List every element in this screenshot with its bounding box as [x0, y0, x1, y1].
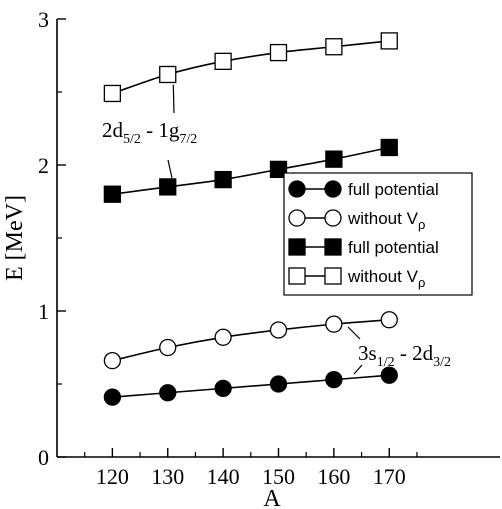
- x-tick-label: 170: [373, 464, 406, 489]
- x-tick-label: 150: [262, 464, 295, 489]
- ticks: [57, 18, 418, 458]
- data-point-series-3: [325, 150, 343, 168]
- data-point-series-3: [269, 160, 288, 179]
- legend-label-1: full potential: [348, 180, 439, 199]
- y-tick-label: 1: [38, 299, 49, 324]
- transition-label-1: 2d5/2 - 1g7/2: [102, 118, 197, 147]
- x-tick-label: 120: [96, 464, 129, 489]
- data-point-series-3: [159, 178, 177, 196]
- legend-marker: [288, 209, 306, 227]
- data-point-series-2: [325, 315, 343, 333]
- y-tick-label: 3: [38, 7, 49, 32]
- x-tick-label: 140: [207, 464, 240, 489]
- x-tick-label: 160: [317, 464, 350, 489]
- series-line-2: [112, 318, 390, 362]
- x-axis-label: A: [263, 486, 281, 509]
- data-point-series-1: [103, 388, 122, 406]
- annotation-pointer: [347, 326, 361, 340]
- annotation-pointer: [172, 84, 175, 114]
- data-point-series-2: [103, 351, 122, 370]
- data-point-series-4: [214, 52, 232, 70]
- data-point-series-2: [159, 338, 177, 357]
- data-point-series-1: [269, 375, 288, 393]
- x-tick-label: 130: [151, 464, 184, 489]
- legend-box: [283, 172, 473, 296]
- series-line-1: [112, 374, 390, 398]
- tick-labels: 120 130 140 150 160 170 0 1 2 3: [38, 7, 406, 489]
- legend-marker: [288, 238, 306, 256]
- annotation-pointer: [353, 364, 363, 375]
- data-point-series-4: [325, 38, 343, 56]
- data-point-series-1: [214, 379, 232, 398]
- data-point-series-4: [159, 65, 177, 84]
- data-point-series-3: [214, 170, 232, 189]
- legend-marker: [288, 267, 306, 285]
- data-point-series-3: [103, 185, 122, 203]
- data-point-series-2: [269, 321, 288, 339]
- legend-marker: [288, 180, 306, 198]
- legend: full potential without Vρ full potential wi…: [283, 172, 473, 296]
- data-point-series-4: [269, 43, 288, 62]
- series-markers: [103, 32, 398, 406]
- legend-marker: [324, 209, 342, 227]
- series-line-4: [112, 40, 390, 95]
- legend-label-3: full potential: [348, 238, 439, 257]
- legend-marker: [324, 180, 342, 198]
- data-point-series-1: [159, 384, 177, 402]
- y-axis-label: E [MeV]: [2, 195, 28, 281]
- data-point-series-4: [380, 32, 398, 50]
- legend-label-2: without Vρ: [347, 209, 425, 232]
- legend-marker: [324, 267, 342, 285]
- annotation-pointer: [167, 159, 173, 179]
- y-tick-label: 2: [38, 153, 49, 178]
- annotations: 2d5/2 - 1g7/2 3s1/2 - 2d3/2: [102, 84, 451, 375]
- data-point-series-1: [380, 366, 398, 384]
- data-point-series-1: [325, 370, 343, 389]
- y-tick-label: 0: [38, 445, 49, 470]
- legend-label-4: without Vρ: [347, 267, 425, 290]
- legend-marker: [324, 238, 342, 256]
- data-point-series-2: [214, 328, 232, 346]
- data-point-series-4: [103, 84, 122, 103]
- data-point-series-2: [380, 311, 398, 329]
- transition-label-2: 3s1/2 - 2d3/2: [358, 341, 451, 370]
- data-point-series-3: [380, 138, 398, 157]
